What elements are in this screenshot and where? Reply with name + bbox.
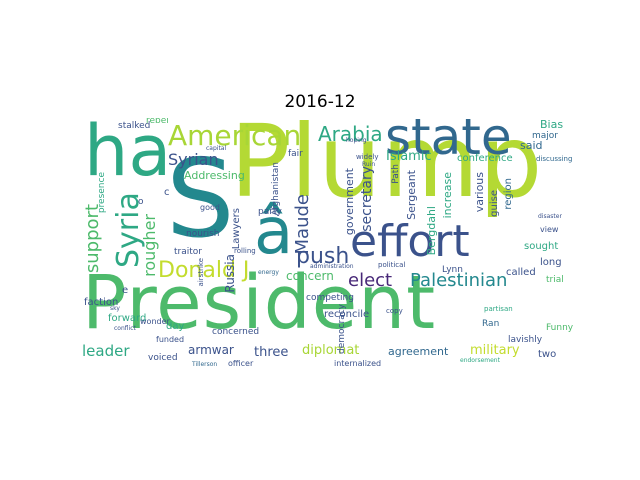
word-afghanistan: Afghanistan: [271, 162, 281, 216]
word-c: c: [164, 187, 170, 198]
word-voiced: voiced: [148, 353, 178, 363]
word-capital: capital: [206, 145, 227, 152]
word-government: government: [343, 168, 356, 236]
word-conference: conference: [457, 153, 513, 164]
word-party: party: [258, 207, 282, 217]
word-rebel: rebel: [146, 118, 169, 126]
word-ran: Ran: [482, 319, 500, 329]
word-hoping: hoping: [346, 137, 367, 144]
word-rolling: rolling: [234, 247, 256, 255]
word-push: push: [296, 244, 350, 269]
word-view: view: [540, 225, 559, 234]
word-funny: Funny: [546, 323, 574, 333]
word-leader: leader: [82, 342, 130, 360]
word-military: military: [470, 343, 520, 358]
word-sky: sky: [110, 305, 120, 312]
word-copy: copy: [386, 307, 403, 315]
word-various: various: [473, 172, 486, 213]
word-rougher: rougher: [140, 214, 159, 277]
word-e: e: [122, 285, 129, 296]
word-diplomat: diplomat: [302, 343, 360, 358]
word-plump: Plump: [230, 118, 543, 220]
word-agreement: agreement: [388, 345, 449, 358]
word-a-circ: â: [254, 195, 294, 269]
word-reconcile: reconcile: [324, 309, 370, 320]
word-energy: energy: [258, 269, 279, 276]
word-three: three: [254, 345, 289, 360]
word-armwar: armwar: [188, 343, 234, 357]
word-region: region: [503, 178, 514, 210]
word-state: state: [385, 118, 512, 166]
word-support: support: [82, 204, 103, 274]
word-said: said: [520, 139, 543, 152]
word-presence: presence: [97, 172, 107, 214]
word-long: long: [540, 257, 562, 268]
word-political: political: [378, 261, 406, 269]
word-lawyers: Lawyers: [231, 208, 242, 250]
word-s: S: [166, 137, 235, 262]
word-stalked: stalked: [118, 121, 151, 131]
word-bias: Bias: [540, 118, 564, 131]
word-palestinian: Palestinian: [410, 270, 508, 291]
word-funded: funded: [156, 335, 185, 344]
word-good: good: [200, 203, 220, 212]
word-o: o: [138, 197, 144, 207]
word-sergeant: Sergeant: [405, 170, 418, 220]
word-ha: ha: [84, 118, 172, 192]
word-nourish: nourish: [186, 229, 220, 239]
figure-title: 2016-12: [284, 92, 356, 112]
word-internalized: internalized: [334, 359, 382, 368]
word-fair: fair: [288, 149, 303, 159]
word-major: major: [532, 131, 558, 141]
word-endorsement: endorsement: [460, 357, 500, 364]
word-traitor: traitor: [174, 247, 202, 257]
word-elect: elect: [348, 270, 393, 291]
word-faction: faction: [84, 297, 119, 308]
word-russia: Russia: [223, 254, 237, 293]
word-widely: widely: [356, 153, 379, 161]
word-secretary: secretary: [359, 166, 375, 232]
word-increase: increase: [441, 172, 454, 219]
word-cloud: President Plump S ha state â effort Amer…: [80, 118, 576, 367]
word-sought: sought: [524, 241, 559, 252]
word-day: day: [166, 321, 185, 332]
word-concerned: concerned: [212, 327, 260, 337]
word-addressing: Addressing: [184, 169, 245, 182]
word-tillerson: Tillerson: [192, 361, 218, 368]
word-democracy: democracy: [337, 304, 347, 354]
word-called: called: [506, 267, 536, 278]
word-arabia: Arabia: [318, 122, 383, 146]
word-trial: trial: [546, 275, 564, 285]
word-syrian: Syrian: [168, 150, 219, 169]
word-officer: officer: [228, 359, 254, 368]
word-islamic: Islamic: [386, 149, 432, 164]
word-competing: competing: [306, 293, 354, 303]
word-forward: forward: [108, 313, 147, 324]
word-disaster: disaster: [538, 213, 562, 220]
word-airstrike: airstrike: [197, 258, 205, 287]
word-guise: guise: [489, 190, 500, 217]
word-discussing: discussing: [536, 155, 573, 163]
word-path: Path: [391, 164, 401, 184]
word-ruin: Ruin: [362, 161, 376, 168]
word-administration: administration: [310, 263, 354, 270]
word-maude: Maude: [292, 194, 313, 255]
word-lynn: Lynn: [442, 265, 463, 275]
word-bergdahl: Bergdahl: [425, 206, 438, 256]
word-partisan: partisan: [484, 305, 513, 313]
word-two: two: [538, 349, 557, 360]
word-lavishly: lavishly: [508, 335, 543, 345]
word-wonder: wonder: [140, 317, 170, 326]
word-president: President: [82, 260, 437, 346]
word-american: American: [168, 119, 302, 152]
word-effort: effort: [350, 216, 470, 267]
word-concern: concern: [286, 269, 334, 283]
word-donald-j: Donald J: [158, 258, 250, 283]
word-conflict: conflict: [114, 325, 136, 332]
